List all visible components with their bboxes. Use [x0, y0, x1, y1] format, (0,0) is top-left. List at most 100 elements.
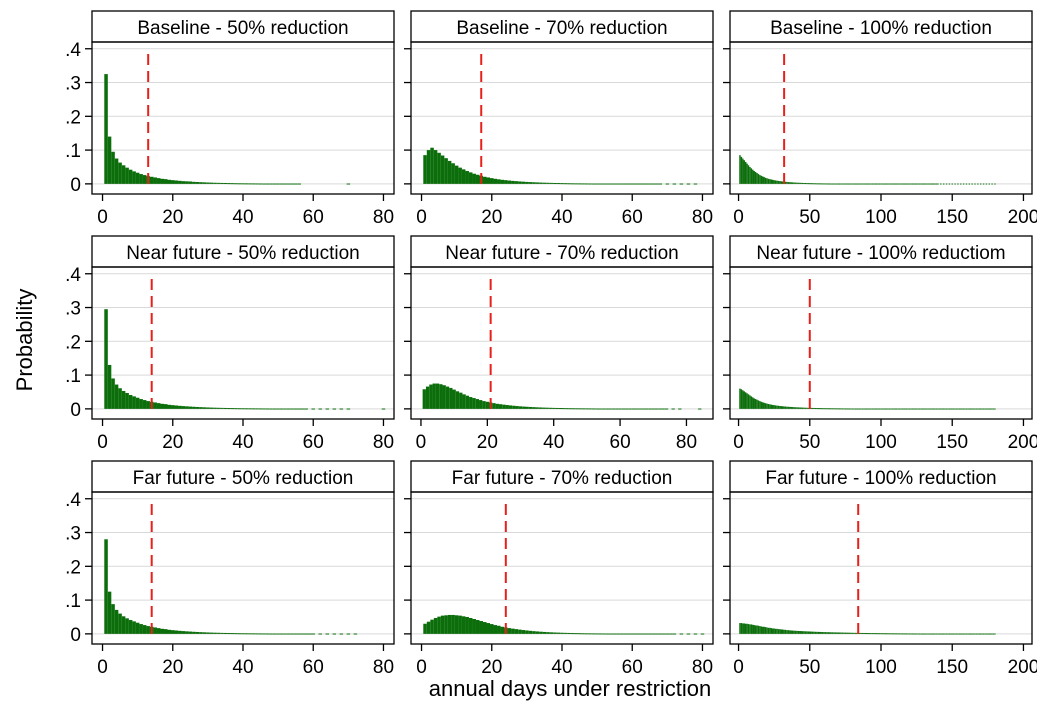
histogram-bar: [823, 408, 825, 410]
histogram-bar: [856, 183, 858, 185]
histogram-bar: [863, 632, 865, 634]
histogram-bar: [107, 364, 112, 409]
histogram-bar: [923, 408, 925, 410]
histogram-bar: [565, 408, 569, 410]
histogram-bar: [665, 183, 670, 185]
histogram-bar: [807, 183, 810, 185]
histogram-bar: [931, 633, 933, 635]
histogram-bar: [199, 632, 203, 634]
histogram-bar: [521, 181, 526, 184]
histogram-bar: [925, 408, 928, 410]
histogram-bar: [669, 633, 673, 635]
x-tick-label: 20: [162, 207, 183, 228]
histogram-bar: [880, 408, 882, 410]
histogram-bar: [192, 406, 196, 409]
histogram-bar: [178, 630, 182, 634]
histogram-bar: [985, 183, 988, 185]
histogram-bar: [479, 621, 483, 634]
histogram-bar: [743, 623, 745, 634]
histogram-bar: [500, 179, 505, 184]
histogram-bar: [924, 408, 926, 410]
histogram-bar: [290, 633, 294, 635]
histogram-bar: [972, 633, 975, 635]
histogram-bar: [542, 407, 546, 409]
histogram-bar: [893, 183, 895, 185]
histogram-bar: [762, 402, 764, 409]
histogram-bar: [223, 407, 228, 409]
histogram-bar: [866, 408, 868, 410]
histogram-bar: [860, 183, 862, 185]
histogram-bar: [907, 633, 909, 635]
histogram-bar: [542, 631, 547, 634]
histogram-bar: [381, 408, 386, 410]
histogram-bar: [848, 408, 851, 410]
histogram-bar: [923, 183, 925, 185]
histogram-bar: [648, 633, 652, 635]
histogram-bar: [752, 624, 754, 634]
histogram-bar: [539, 631, 543, 634]
y-tick-label: 0: [70, 625, 81, 646]
histogram-bar: [967, 633, 969, 635]
histogram-bar: [641, 183, 645, 185]
histogram-bar: [104, 539, 108, 634]
histogram-bar: [821, 183, 824, 185]
histogram-bar: [921, 183, 924, 185]
histogram-bar: [111, 378, 115, 409]
histogram-bar: [928, 183, 931, 185]
histogram-bar: [793, 630, 795, 634]
histogram-bar: [644, 408, 649, 410]
x-tick-label: 60: [303, 432, 324, 453]
histogram-bar: [142, 400, 147, 409]
histogram-bar: [532, 407, 536, 409]
histogram-bar: [903, 183, 905, 185]
histogram-bar: [686, 183, 691, 185]
histogram-bar: [602, 183, 606, 185]
histogram-bar: [641, 408, 645, 410]
histogram-bar: [293, 633, 298, 635]
histogram-bar: [945, 183, 948, 185]
histogram-bar: [947, 408, 949, 410]
histogram-bar: [258, 408, 263, 410]
histogram-bar: [911, 408, 914, 410]
histogram-bar: [807, 407, 810, 409]
histogram-bar: [816, 408, 818, 410]
histogram-bar: [816, 631, 818, 634]
histogram-bar: [760, 175, 763, 184]
histogram-bar: [258, 633, 263, 635]
x-tick-label: 80: [692, 657, 713, 678]
histogram-bar: [181, 406, 186, 409]
histogram-bar: [297, 183, 301, 185]
histogram-bar: [991, 408, 993, 410]
histogram-bar: [426, 150, 431, 184]
histogram-bar: [621, 408, 626, 410]
histogram-bar: [181, 631, 186, 634]
histogram-bar: [422, 389, 426, 409]
histogram-bar: [923, 633, 925, 635]
histogram-bar: [655, 633, 659, 635]
histogram-bar: [931, 408, 933, 410]
histogram-bar: [773, 628, 775, 634]
histogram-bar: [783, 406, 785, 409]
histogram-bar: [887, 408, 889, 410]
x-tick-label: 50: [799, 207, 820, 228]
histogram-bar: [894, 633, 896, 635]
histogram-bar: [255, 633, 259, 635]
histogram-bar: [988, 183, 990, 185]
histogram-bar: [195, 631, 200, 634]
histogram-bar: [426, 621, 431, 634]
histogram-bar: [870, 408, 872, 410]
histogram-bar: [522, 406, 526, 409]
histogram-bar: [932, 183, 935, 185]
histogram-bar: [934, 633, 936, 635]
histogram-bar: [486, 177, 491, 184]
histogram-bar: [754, 172, 757, 184]
plot-frame: [729, 491, 1033, 645]
histogram-bar: [901, 633, 904, 635]
histogram-bar: [269, 408, 273, 410]
histogram-bar: [244, 633, 249, 635]
histogram-bar: [104, 309, 108, 409]
histogram-bar: [500, 626, 505, 634]
histogram-bar: [952, 408, 955, 410]
histogram-bar: [769, 627, 771, 634]
histogram-bar: [965, 408, 968, 410]
